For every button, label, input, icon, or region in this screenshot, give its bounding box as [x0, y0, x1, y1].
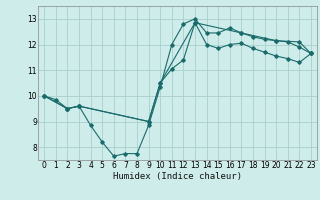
X-axis label: Humidex (Indice chaleur): Humidex (Indice chaleur) — [113, 172, 242, 181]
